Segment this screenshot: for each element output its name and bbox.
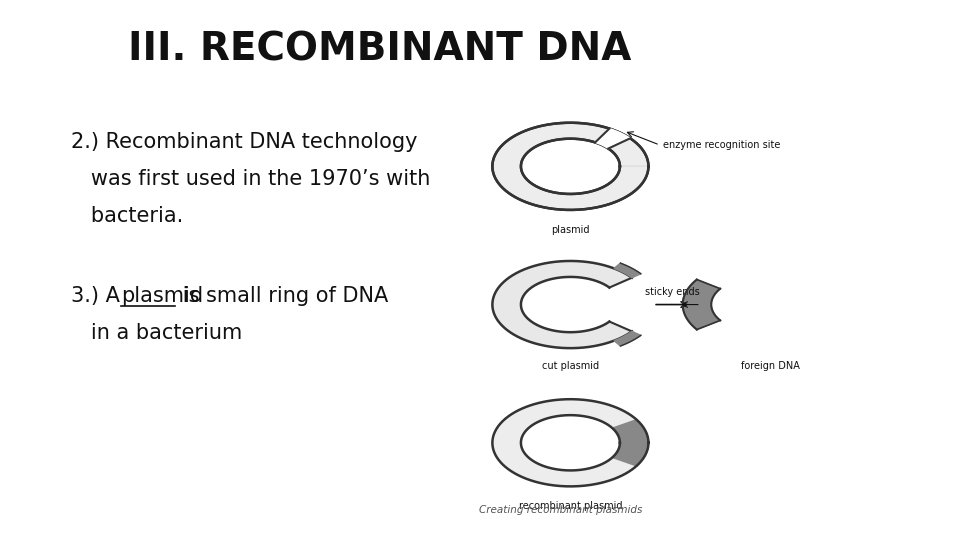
Polygon shape (595, 129, 630, 148)
Text: foreign DNA: foreign DNA (741, 361, 800, 372)
Text: 3.) A: 3.) A (71, 286, 127, 306)
Text: Creating recombinant plasmids: Creating recombinant plasmids (479, 504, 642, 515)
Polygon shape (492, 399, 648, 487)
Text: plasmid: plasmid (551, 225, 589, 235)
Polygon shape (683, 280, 720, 329)
Text: sticky ends: sticky ends (645, 287, 700, 296)
Text: was first used in the 1970’s with: was first used in the 1970’s with (71, 169, 430, 189)
Text: 2.) Recombinant DNA technology: 2.) Recombinant DNA technology (71, 132, 418, 152)
Text: in a bacterium: in a bacterium (71, 323, 242, 343)
Polygon shape (595, 129, 630, 148)
Polygon shape (614, 332, 641, 346)
Polygon shape (612, 420, 648, 466)
Text: is small ring of DNA: is small ring of DNA (177, 286, 389, 306)
Text: enzyme recognition site: enzyme recognition site (662, 140, 780, 150)
Text: plasmid: plasmid (121, 286, 204, 306)
Polygon shape (492, 261, 632, 348)
Polygon shape (492, 123, 648, 210)
Text: recombinant plasmid: recombinant plasmid (518, 501, 622, 511)
Polygon shape (614, 263, 641, 278)
Text: bacteria.: bacteria. (71, 206, 183, 226)
Text: cut plasmid: cut plasmid (541, 361, 599, 372)
Text: III. RECOMBINANT DNA: III. RECOMBINANT DNA (128, 31, 632, 69)
